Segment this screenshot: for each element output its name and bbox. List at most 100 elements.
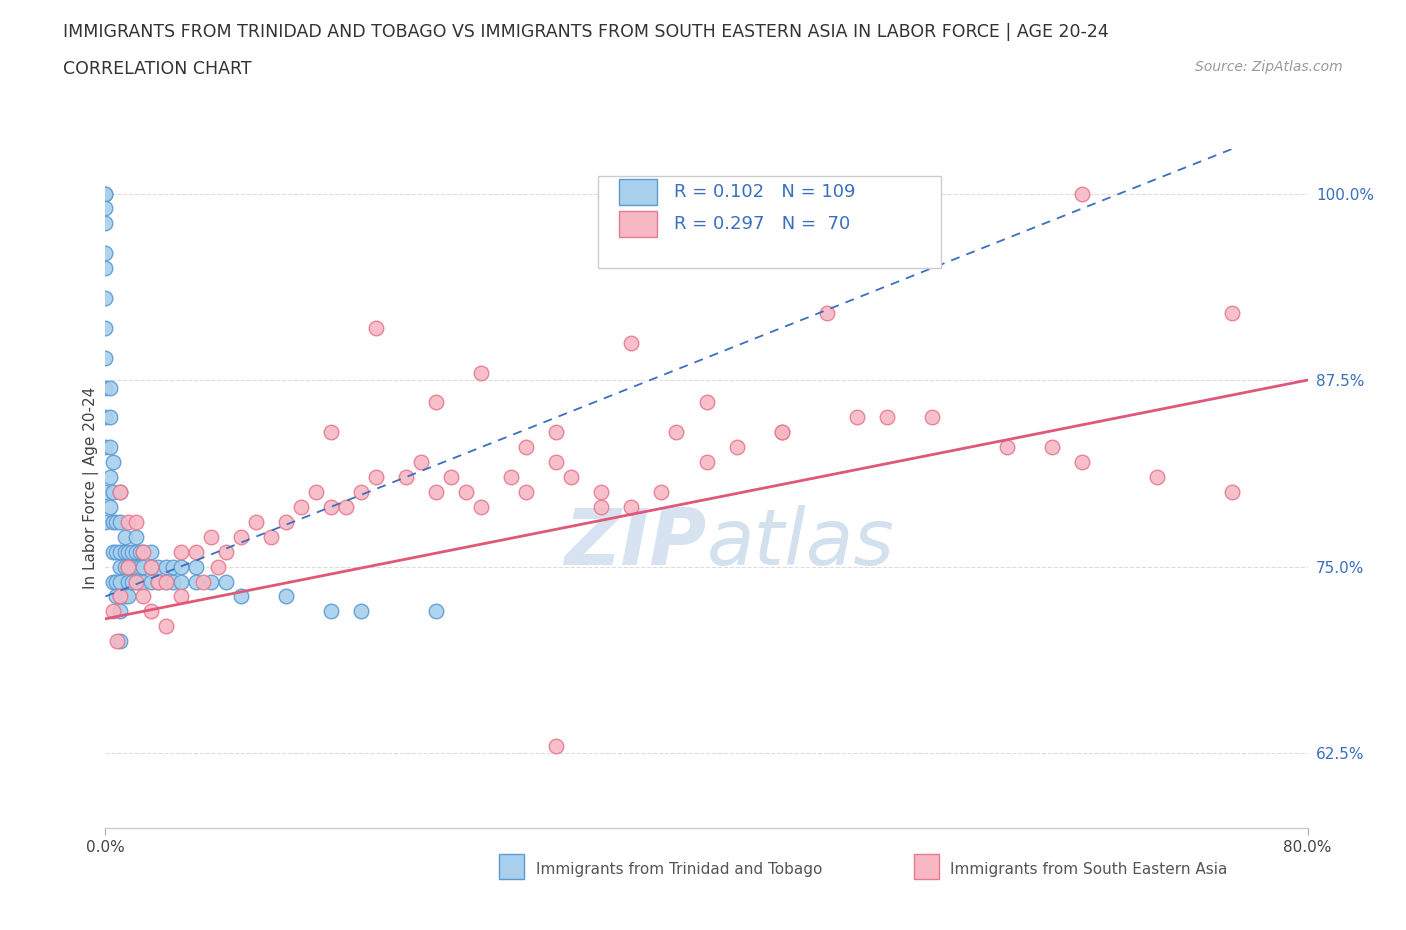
Point	[169, 589, 191, 604]
Point	[214, 574, 236, 589]
Point	[124, 574, 146, 589]
Point	[94, 186, 117, 201]
Point	[101, 544, 124, 559]
Point	[335, 499, 357, 514]
Point	[364, 321, 387, 336]
Point	[815, 305, 838, 320]
Point	[546, 738, 568, 753]
Point	[101, 604, 124, 618]
Point	[305, 485, 328, 499]
Point	[665, 425, 688, 440]
Point	[620, 499, 643, 514]
Point	[770, 425, 793, 440]
Point	[770, 425, 793, 440]
Point	[98, 410, 121, 425]
Point	[124, 559, 146, 574]
Point	[921, 843, 943, 857]
Point	[921, 410, 943, 425]
Point	[101, 455, 124, 470]
Point	[121, 544, 143, 559]
Point	[1146, 470, 1168, 485]
Point	[515, 485, 537, 499]
Text: R = 0.297   N =  70: R = 0.297 N = 70	[673, 215, 851, 233]
Point	[146, 559, 169, 574]
Point	[132, 544, 155, 559]
Point	[560, 470, 582, 485]
Text: CORRELATION CHART: CORRELATION CHART	[63, 60, 252, 78]
Point	[124, 529, 146, 544]
Point	[94, 186, 117, 201]
Text: Source: ZipAtlas.com: Source: ZipAtlas.com	[1195, 60, 1343, 74]
Point	[995, 440, 1018, 455]
Point	[101, 485, 124, 499]
Point	[591, 499, 613, 514]
Point	[129, 574, 152, 589]
Point	[1071, 186, 1094, 201]
FancyBboxPatch shape	[619, 211, 657, 237]
Y-axis label: In Labor Force | Age 20-24: In Labor Force | Age 20-24	[83, 387, 98, 590]
Point	[845, 410, 868, 425]
Point	[98, 470, 121, 485]
Point	[104, 589, 127, 604]
Point	[591, 485, 613, 499]
Point	[184, 574, 207, 589]
Point	[104, 544, 127, 559]
Point	[94, 380, 117, 395]
Point	[107, 633, 129, 648]
Point	[110, 544, 132, 559]
Point	[395, 470, 418, 485]
Point	[98, 380, 121, 395]
Point	[350, 604, 373, 618]
Text: Immigrants from South Eastern Asia: Immigrants from South Eastern Asia	[950, 862, 1227, 877]
Point	[110, 604, 132, 618]
Point	[350, 485, 373, 499]
Point	[98, 499, 121, 514]
Point	[169, 544, 191, 559]
Point	[104, 514, 127, 529]
Point	[114, 529, 136, 544]
Point	[139, 559, 162, 574]
Point	[117, 559, 139, 574]
Text: ZIP: ZIP	[564, 505, 707, 580]
Point	[425, 395, 447, 410]
Point	[425, 485, 447, 499]
Point	[146, 574, 169, 589]
Point	[470, 499, 492, 514]
Point	[696, 455, 718, 470]
Point	[440, 470, 463, 485]
Point	[229, 589, 252, 604]
Point	[139, 604, 162, 618]
Point	[214, 544, 236, 559]
Point	[650, 485, 672, 499]
Point	[245, 514, 267, 529]
Point	[98, 440, 121, 455]
Point	[191, 574, 214, 589]
Point	[132, 544, 155, 559]
Point	[94, 351, 117, 365]
Point	[425, 604, 447, 618]
Point	[129, 544, 152, 559]
Point	[155, 574, 177, 589]
Point	[94, 410, 117, 425]
Point	[117, 514, 139, 529]
Point	[114, 559, 136, 574]
Point	[117, 589, 139, 604]
Point	[94, 440, 117, 455]
Point	[94, 485, 117, 499]
Point	[101, 574, 124, 589]
Point	[876, 410, 898, 425]
Point	[104, 574, 127, 589]
Point	[207, 559, 229, 574]
FancyBboxPatch shape	[619, 179, 657, 206]
Point	[155, 618, 177, 633]
Point	[117, 544, 139, 559]
Point	[94, 514, 117, 529]
Point	[319, 604, 342, 618]
Point	[364, 470, 387, 485]
Point	[114, 589, 136, 604]
Point	[274, 589, 297, 604]
Point	[110, 514, 132, 529]
Point	[114, 544, 136, 559]
Point	[155, 559, 177, 574]
Point	[546, 425, 568, 440]
